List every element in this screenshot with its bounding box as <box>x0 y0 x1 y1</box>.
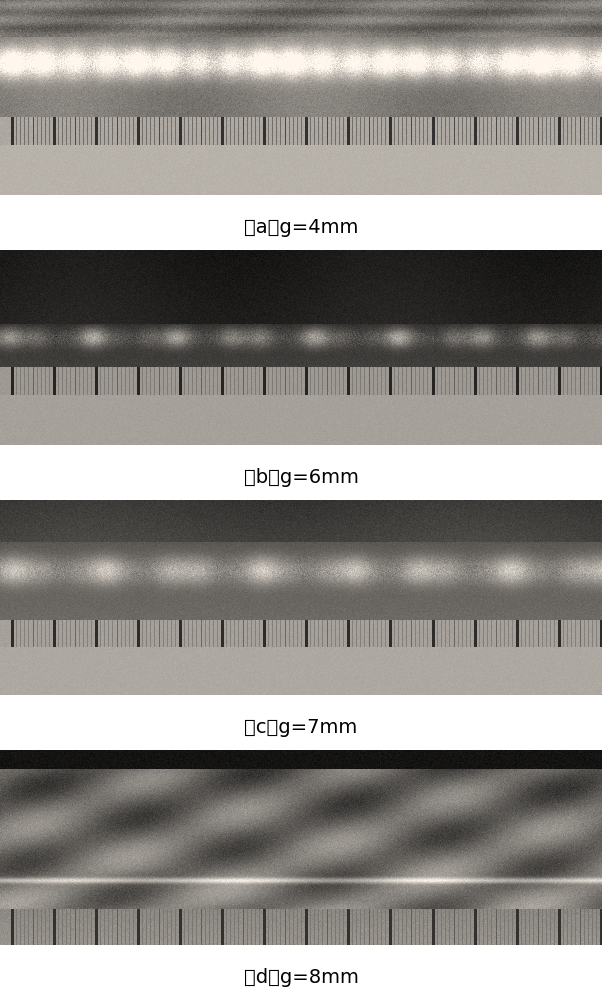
Text: （d）g=8mm: （d）g=8mm <box>244 968 358 987</box>
Text: （a）g=4mm: （a）g=4mm <box>244 218 358 237</box>
Text: （c）g=7mm: （c）g=7mm <box>244 718 358 737</box>
Text: （b）g=6mm: （b）g=6mm <box>244 468 358 487</box>
